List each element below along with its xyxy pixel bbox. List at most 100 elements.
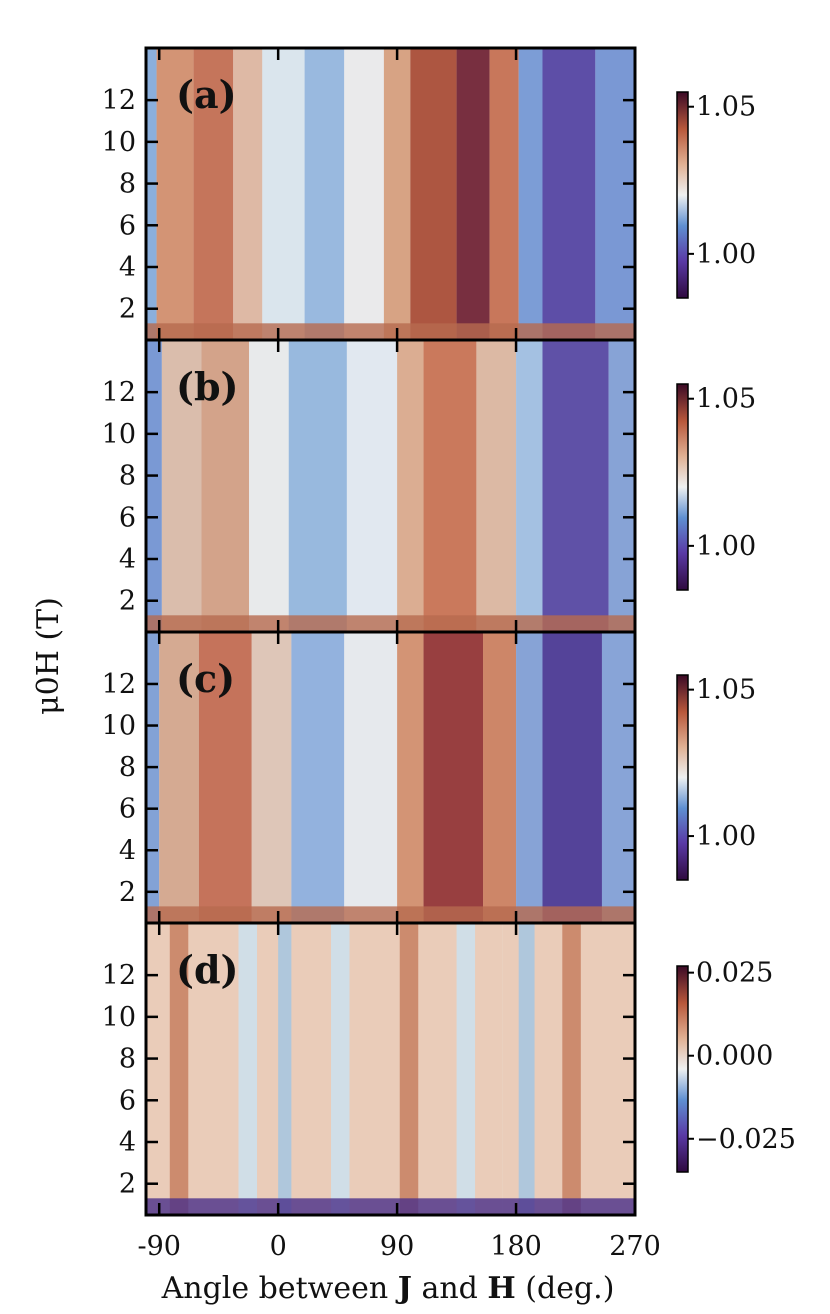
panel: 2 4 6 8 10 12 (b) 1.00 1.05: [102, 338, 756, 634]
colorbar-tick-label: 1.05: [696, 92, 756, 123]
heatmap-band: [542, 48, 596, 340]
y-tick-label: 4: [119, 835, 136, 866]
heatmap-band: [601, 632, 635, 923]
y-tick-label: 12: [102, 85, 136, 116]
heatmap-band: [423, 632, 484, 923]
heatmap-band: [161, 340, 202, 632]
y-tick-label: 12: [102, 669, 136, 700]
y-tick-label: 8: [119, 752, 136, 783]
heatmap-band: [397, 632, 424, 923]
heatmap-band: [251, 632, 292, 923]
heatmap-band: [146, 340, 162, 632]
heatmap-band: [518, 48, 543, 340]
y-tick-label: 2: [119, 1169, 136, 1200]
x-tick-label: -90: [137, 1231, 180, 1262]
heatmap-band: [562, 923, 581, 1215]
x-tick-label: 180: [490, 1231, 542, 1262]
colorbar-tick-label: −0.025: [696, 1124, 796, 1155]
x-tick-label: 90: [380, 1231, 414, 1262]
x-axis-title-part: (deg.): [516, 1271, 615, 1306]
heatmap-band: [146, 923, 503, 1215]
x-axis-title-part: and: [412, 1271, 487, 1306]
x-axis-title: Angle between J and H (deg.): [161, 1271, 615, 1306]
y-tick-label: 8: [119, 461, 136, 492]
heatmap-band: [542, 340, 609, 632]
y-tick-label: 8: [119, 1044, 136, 1075]
heatmap-band: [233, 48, 263, 340]
heatmap-band: [198, 632, 252, 923]
colorbar: [676, 674, 689, 881]
y-tick-label: 4: [119, 252, 136, 283]
x-tick-label: 0: [270, 1231, 287, 1262]
heatmap-strip: [146, 323, 635, 340]
y-tick-label: 6: [119, 502, 136, 533]
heatmap-band: [344, 48, 384, 340]
heatmap-band: [595, 48, 635, 340]
heatmap-band: [346, 340, 398, 632]
panel-label: (a): [176, 72, 237, 117]
panels-group: 2 4 6 8 10 12 (a) 1.00 1.05 2 4 6 8 10 12 (b) 1.00 1.05 2 4…: [102, 46, 796, 1262]
heatmap-band: [249, 340, 289, 632]
panel: -90 0 90 180 270 2 4 6 8 10 12 (d) −0.025 0.000 0.025: [102, 921, 796, 1262]
heatmap-band: [489, 48, 519, 340]
heatmap-band: [344, 632, 398, 923]
x-axis-title-part: J: [395, 1271, 412, 1306]
heatmap-band: [288, 340, 347, 632]
y-tick-label: 2: [119, 877, 136, 908]
heatmap-band: [169, 923, 189, 1215]
heatmap-band: [476, 340, 517, 632]
y-tick-label: 6: [119, 210, 136, 241]
y-tick-label: 10: [102, 1002, 136, 1033]
heatmap-band: [516, 632, 543, 923]
heatmap-band: [410, 48, 457, 340]
colorbar-tick-label: 1.00: [696, 821, 756, 852]
heatmap-band: [397, 340, 424, 632]
heatmap-band: [146, 48, 157, 340]
colorbar-tick-label: 1.00: [696, 531, 756, 562]
x-tick-label: 270: [609, 1231, 661, 1262]
y-tick-label: 4: [119, 544, 136, 575]
panel-label: (b): [176, 364, 239, 409]
heatmap-band: [331, 923, 350, 1215]
heatmap-band: [193, 48, 234, 340]
colorbar: [676, 383, 689, 591]
panel: 2 4 6 8 10 12 (a) 1.00 1.05: [102, 46, 756, 342]
y-tick-label: 10: [102, 127, 136, 158]
heatmap-band: [156, 48, 194, 340]
panel-label: (d): [176, 947, 239, 992]
colorbar-tick-label: 1.00: [696, 239, 756, 270]
colorbar-tick-label: 1.05: [696, 675, 756, 706]
heatmap-band: [542, 632, 602, 923]
x-axis-title-part: H: [487, 1271, 515, 1306]
y-axis-title: μ0H (T): [31, 597, 66, 715]
y-tick-label: 10: [102, 419, 136, 450]
y-tick-label: 6: [119, 1085, 136, 1116]
heatmap-band: [456, 923, 476, 1215]
heatmap-band: [262, 48, 305, 340]
colorbar: [676, 965, 689, 1173]
heatmap-band: [159, 632, 199, 923]
y-tick-label: 2: [119, 586, 136, 617]
heatmap-band: [608, 340, 635, 632]
panel-frame: [144, 921, 637, 1217]
panel: 2 4 6 8 10 12 (c) 1.00 1.05: [102, 630, 756, 925]
heatmap-band: [278, 923, 292, 1215]
y-tick-label: 2: [119, 294, 136, 325]
heatmap-band: [423, 340, 477, 632]
heatmap-band: [518, 923, 535, 1215]
heatmap-band: [456, 48, 490, 340]
colorbar-tick-label: 0.000: [696, 1041, 773, 1072]
heatmap-strip: [146, 906, 635, 923]
y-tick-label: 8: [119, 169, 136, 200]
y-tick-label: 4: [119, 1127, 136, 1158]
heatmap-band: [201, 340, 250, 632]
heatmap-band: [146, 632, 160, 923]
colorbar-tick-label: 1.05: [696, 384, 756, 415]
heatmap-band: [399, 923, 419, 1215]
y-tick-label: 12: [102, 377, 136, 408]
y-tick-label: 10: [102, 711, 136, 742]
heatmap-strip: [146, 615, 635, 632]
y-tick-label: 6: [119, 794, 136, 825]
colorbar: [676, 91, 689, 299]
